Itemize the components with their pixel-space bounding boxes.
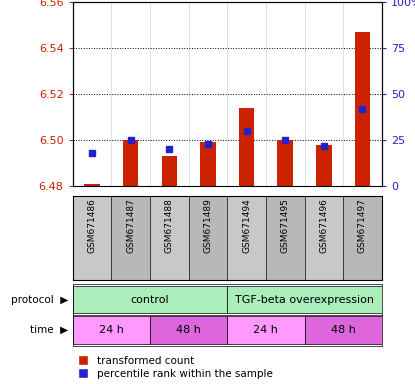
Bar — [84, 184, 100, 186]
Text: protocol  ▶: protocol ▶ — [11, 295, 68, 305]
Bar — [278, 140, 293, 186]
Bar — [73, 286, 227, 313]
Text: 48 h: 48 h — [176, 325, 201, 335]
Bar — [227, 316, 305, 344]
Text: 24 h: 24 h — [99, 325, 124, 335]
Text: control: control — [131, 295, 169, 305]
Bar — [161, 156, 177, 186]
Bar — [227, 286, 382, 313]
Bar — [123, 140, 138, 186]
Legend: transformed count, percentile rank within the sample: transformed count, percentile rank withi… — [78, 356, 273, 379]
Bar — [305, 196, 343, 280]
Text: GSM671488: GSM671488 — [165, 199, 174, 253]
Bar — [239, 108, 254, 186]
Bar — [200, 142, 216, 186]
Bar — [73, 316, 150, 344]
Text: 24 h: 24 h — [254, 325, 278, 335]
Bar — [305, 316, 382, 344]
Text: GSM671487: GSM671487 — [126, 199, 135, 253]
Bar — [150, 196, 188, 280]
Text: time  ▶: time ▶ — [30, 325, 68, 335]
Bar — [266, 196, 305, 280]
Bar — [227, 196, 266, 280]
Text: GSM671489: GSM671489 — [203, 199, 212, 253]
Bar — [73, 196, 111, 280]
Bar — [343, 196, 382, 280]
Bar — [150, 316, 227, 344]
Bar — [111, 196, 150, 280]
Text: GSM671494: GSM671494 — [242, 199, 251, 253]
Bar — [316, 145, 332, 186]
Text: 48 h: 48 h — [331, 325, 356, 335]
Text: TGF-beta overexpression: TGF-beta overexpression — [235, 295, 374, 305]
Text: GSM671486: GSM671486 — [88, 199, 96, 253]
Text: GSM671497: GSM671497 — [358, 199, 367, 253]
Bar — [188, 196, 227, 280]
Bar — [355, 32, 370, 186]
Text: GSM671496: GSM671496 — [319, 199, 328, 253]
Text: GSM671495: GSM671495 — [281, 199, 290, 253]
